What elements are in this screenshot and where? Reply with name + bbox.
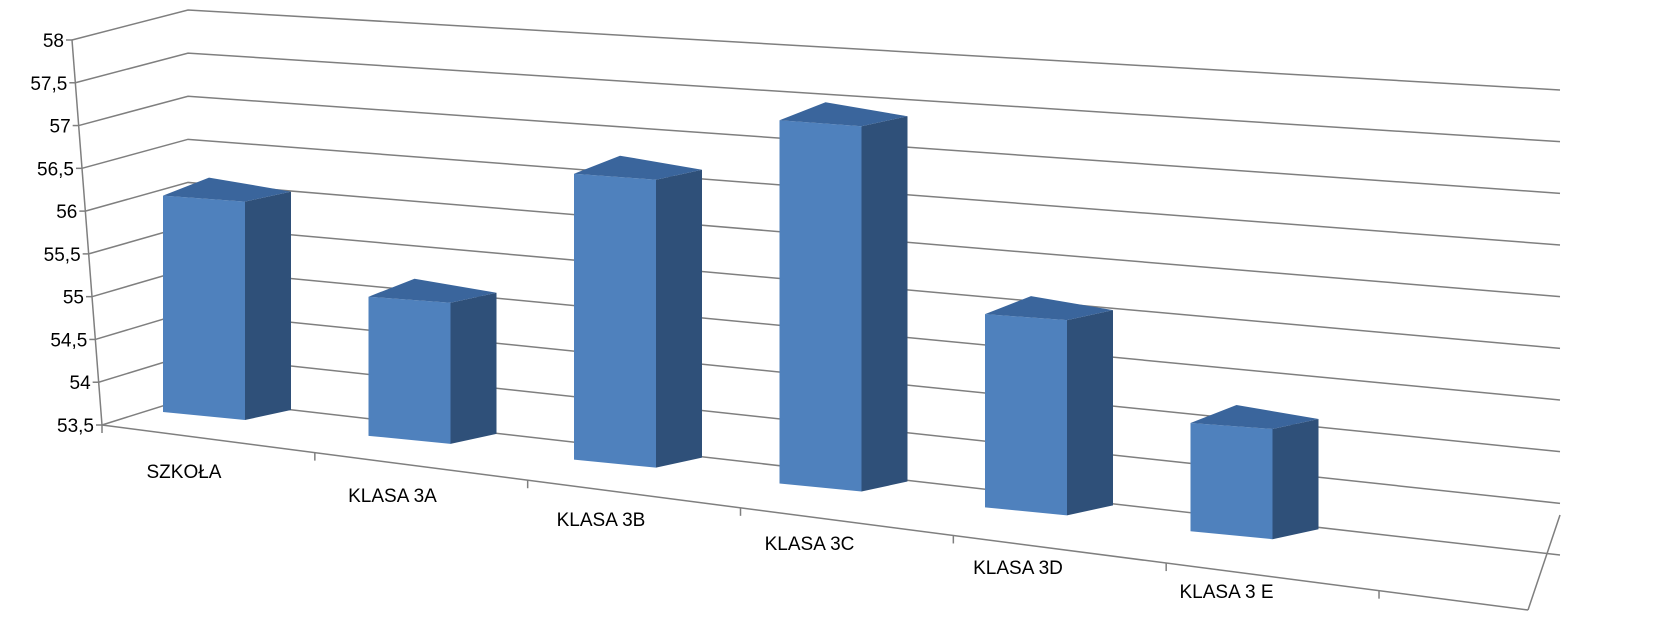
bar-front-face [368,296,451,444]
gridline [85,181,1561,298]
bar-top-face [163,177,291,202]
gridline [78,95,1561,195]
gridline [75,52,1561,143]
bar-1 [163,177,291,420]
bar-top-face [368,278,497,303]
y-axis-line [71,39,103,426]
y-tick-label: 56 [56,202,77,223]
floor-right-edge [1527,514,1561,611]
y-tick-label: 55 [63,288,84,309]
y-tick-label: 56,5 [37,159,74,180]
bar-side-face [861,116,908,492]
bar-side-face [1272,418,1319,540]
bar-3 [574,155,702,468]
bar-front-face [985,314,1067,516]
bar-top-face [779,102,908,127]
y-axis-tick-labels: 53,5 54 54,5 55 55,5 56 56,5 57 57,5 58 [30,31,94,437]
x-axis-category-labels: SZKOŁA KLASA 3A KLASA 3B KLASA 3C KLASA 3D KL… [147,462,1274,603]
bar-side-face [450,292,497,444]
gridline [71,9,1561,91]
x-category-label: KLASA 3D [973,558,1063,579]
y-tick-label: 55,5 [44,245,81,266]
y-tick-label: 54,5 [50,330,87,351]
bar-front-face [574,173,656,468]
bar-side-face [656,169,702,468]
x-category-label: KLASA 3 E [1179,582,1273,603]
bar-top-face [1190,404,1319,429]
bar-2 [368,278,497,444]
x-category-label: SZKOŁA [147,462,222,483]
y-tick-label: 57 [50,117,71,138]
bar-6 [1190,404,1319,540]
y-tick-label: 57,5 [30,74,67,95]
x-category-label: KLASA 3A [348,486,437,507]
y-tick-label: 58 [43,31,64,52]
y-tick-label: 54 [70,373,92,394]
gridline [81,138,1561,246]
bar-4 [779,102,908,492]
y-tick-label: 53,5 [57,416,94,437]
bar-side-face [1067,310,1113,516]
bar-side-face [245,191,291,420]
bar-front-face [779,120,862,492]
bars [163,102,1319,540]
bar-front-face [1190,422,1273,540]
x-category-label: KLASA 3C [765,534,855,555]
x-category-label: KLASA 3B [557,510,646,531]
bar-top-face [574,155,702,180]
bar-front-face [163,195,245,420]
bar-5 [985,296,1113,516]
axes [66,39,1561,611]
x-axis-line [101,424,1529,611]
bar-top-face [985,296,1113,321]
